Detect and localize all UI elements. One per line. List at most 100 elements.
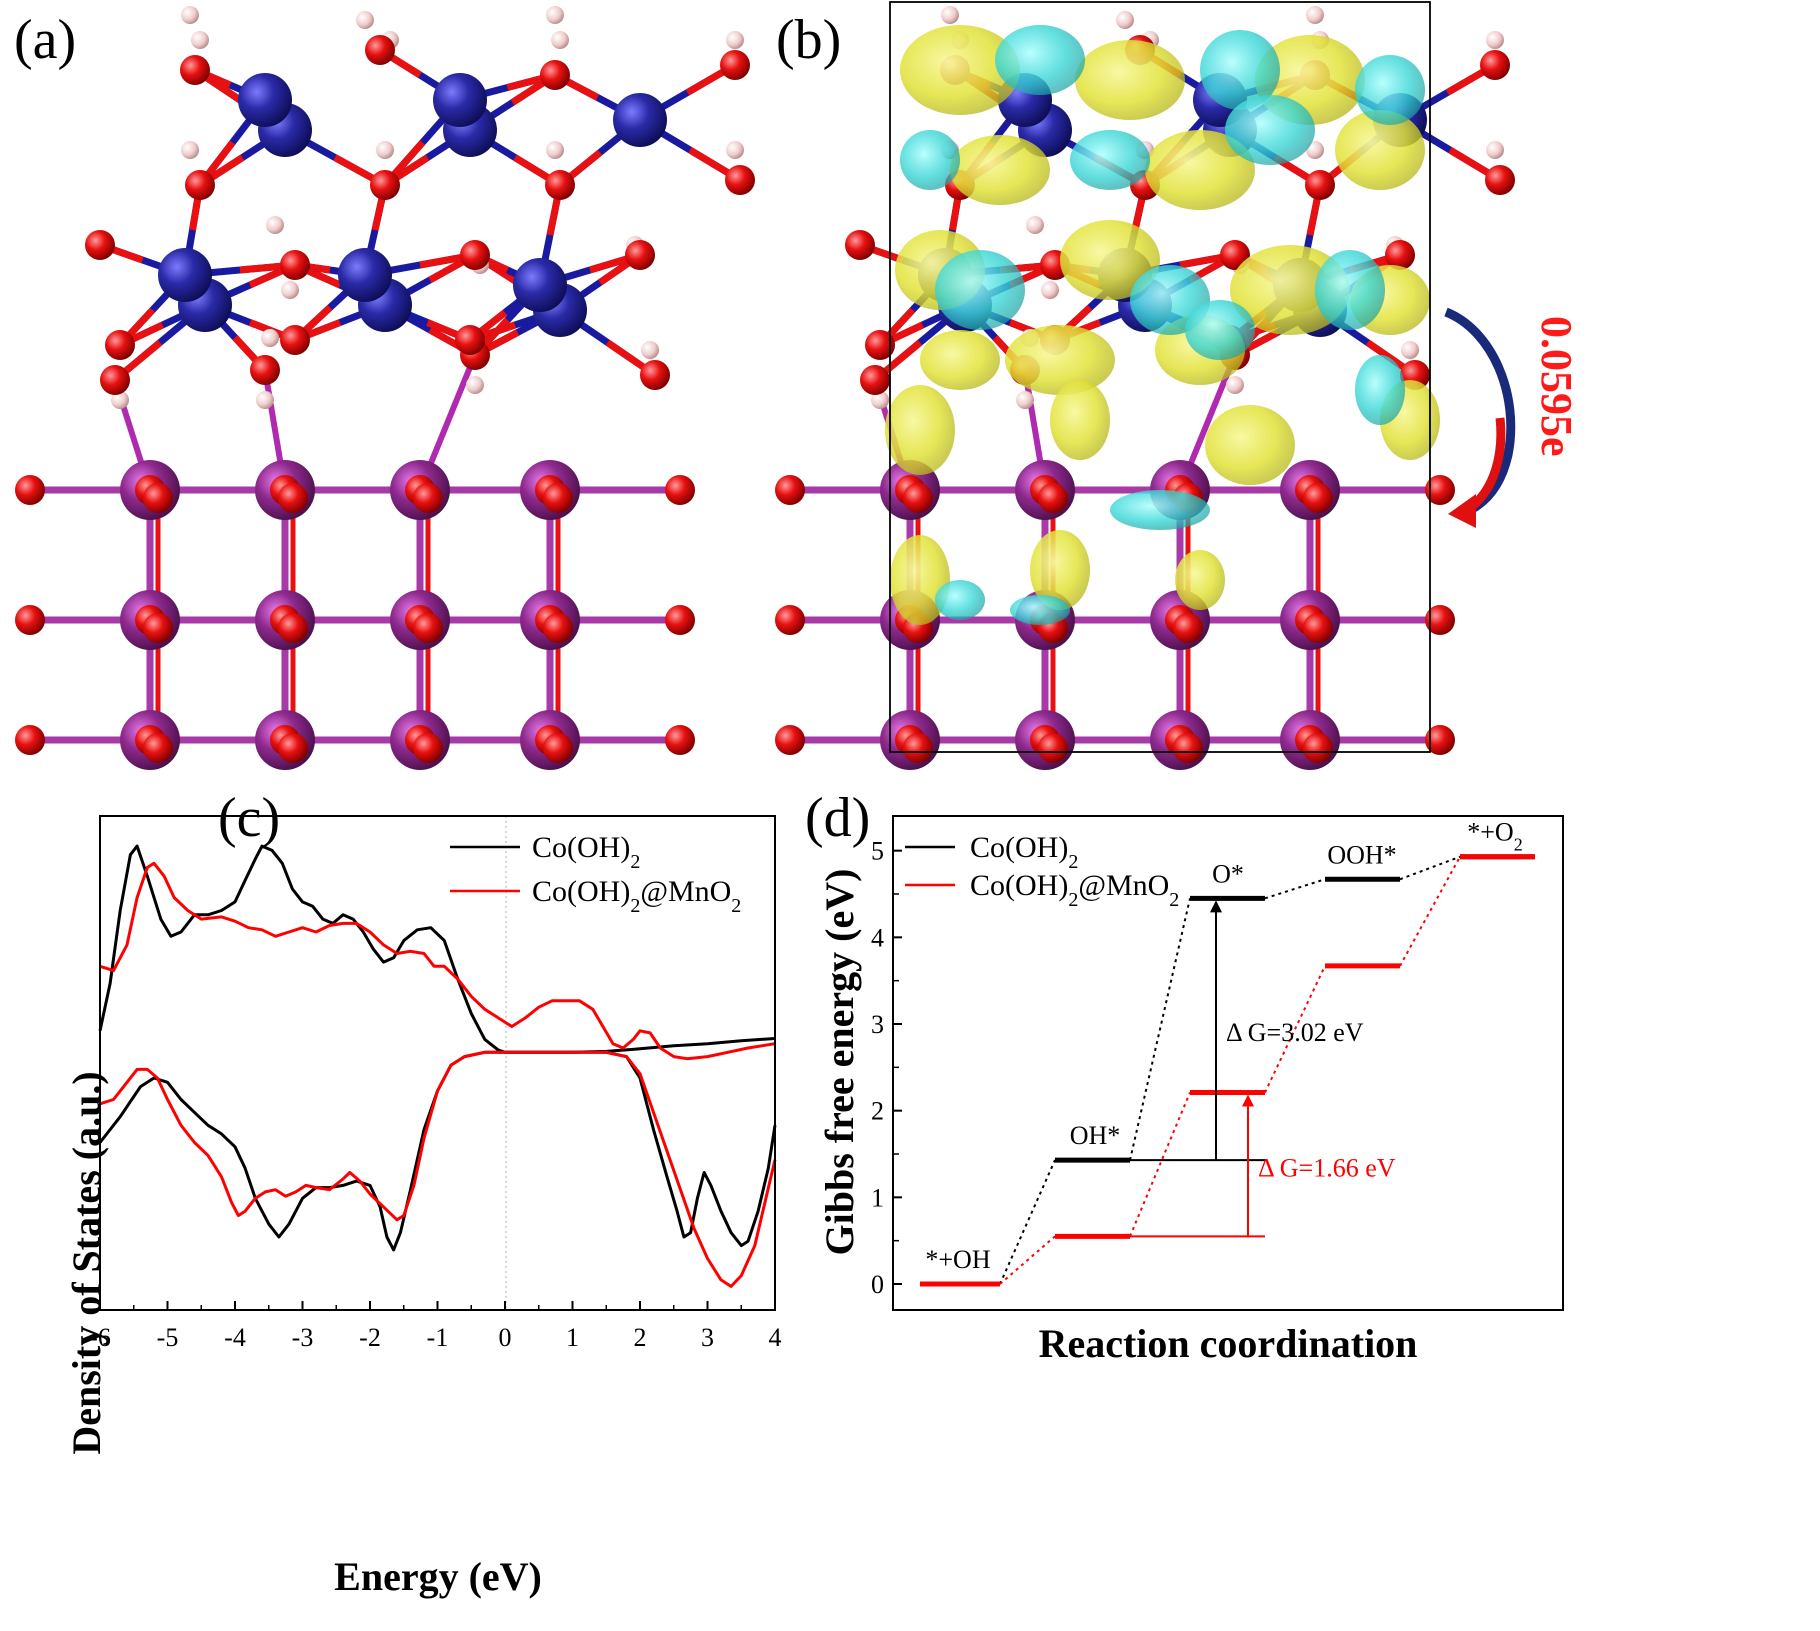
co-atom (238, 73, 292, 127)
o-atom (665, 725, 695, 755)
panel-d-free-energy-chart: *+OH OH* O* OOH* *+O2 Δ G=3.02 eV Δ G=1.66 eV… (817, 815, 1564, 1366)
iso-cyan (1225, 95, 1315, 165)
o-atom (1485, 165, 1515, 195)
d-y-ticks: 0 1 2 3 4 5 (871, 837, 902, 1299)
o-atom (15, 475, 45, 505)
h-atom (181, 141, 199, 159)
co-atom (513, 258, 567, 312)
h-atom (1486, 141, 1504, 159)
co-atom (338, 248, 392, 302)
iso-yellow (1050, 380, 1110, 460)
d-x-axis-title: Reaction coordination (1039, 1321, 1418, 1366)
a-atoms (15, 6, 755, 770)
c-x-tick-label: 1 (566, 1323, 579, 1352)
d-legend-label-mno2: Co(OH)2@MnO2 (970, 869, 1179, 911)
iso-yellow (920, 330, 1000, 390)
energy-connector-mno2-0 (999, 1235, 1056, 1285)
c-legend-label-co: Co(OH)2 (532, 831, 640, 873)
iso-yellow (1075, 40, 1185, 120)
c-x-tick-label: -3 (292, 1323, 314, 1352)
o-atom (1303, 733, 1333, 763)
panel-b-charge-density: 0.0595e (775, 1, 1581, 770)
o-atom (278, 733, 308, 763)
o-atom (460, 240, 490, 270)
h-atom (1116, 11, 1134, 29)
h-atom (466, 376, 484, 394)
h-atom (356, 11, 374, 29)
d-y-axis-title: Gibbs free energy (eV) (817, 869, 862, 1256)
o-atom (1303, 613, 1333, 643)
o-atom (105, 330, 135, 360)
d-plot-frame (892, 815, 1564, 1311)
o-atom (143, 613, 173, 643)
o-atom (725, 165, 755, 195)
h-atom (1226, 376, 1244, 394)
h-atom (726, 141, 744, 159)
energy-connector-mno2-2 (1264, 965, 1326, 1093)
iso-cyan (1010, 595, 1070, 625)
charge-arrow-lower (1467, 417, 1506, 512)
o-atom (903, 733, 933, 763)
iso-yellow (1205, 405, 1295, 485)
h-atom (1306, 141, 1324, 159)
h-atom (1016, 391, 1034, 409)
o-atom (370, 170, 400, 200)
o-atom (1173, 613, 1203, 643)
iso-yellow (1005, 325, 1115, 395)
iso-yellow (1145, 130, 1255, 210)
iso-cyan (935, 580, 985, 620)
o-atom (540, 60, 570, 90)
iso-yellow (1030, 530, 1090, 610)
h-atom (111, 391, 129, 409)
c-series-lines (98, 844, 777, 1288)
o-atom (185, 170, 215, 200)
o-atom (1220, 240, 1250, 270)
iso-cyan (995, 25, 1085, 95)
o-atom (1173, 733, 1203, 763)
iso-cyan (1185, 300, 1255, 360)
o-atom (1425, 725, 1455, 755)
iso-cyan (1355, 355, 1405, 425)
o-atom (775, 475, 805, 505)
iso-cyan (1315, 250, 1385, 330)
o-atom (640, 360, 670, 390)
o-atom (545, 170, 575, 200)
o-atom (278, 483, 308, 513)
o-atom (903, 483, 933, 513)
panel-b-letter: (b) (776, 9, 841, 71)
energy-connector-co-2 (1264, 878, 1326, 900)
o-atom (250, 355, 280, 385)
iso-yellow (950, 135, 1050, 205)
o-atom (455, 325, 485, 355)
step-label-2: O* (1212, 859, 1244, 888)
c-x-tick-label: -6 (89, 1323, 111, 1352)
c-x-tick-label: -5 (157, 1323, 179, 1352)
h-atom (261, 329, 279, 347)
energy-connector-mno2-3 (1399, 856, 1461, 967)
step-label-3: OOH* (1327, 840, 1396, 869)
o-atom (1303, 483, 1333, 513)
energy-connector-mno2-1 (1129, 1092, 1191, 1237)
c-x-tick-label: 2 (634, 1323, 647, 1352)
h-atom (1486, 31, 1504, 49)
d-y-tick-label: 1 (871, 1183, 884, 1212)
d-annotations: Δ G=3.02 eV Δ G=1.66 eV (1130, 900, 1396, 1238)
iso-cyan (900, 130, 960, 190)
dg-label-0: Δ G=3.02 eV (1226, 1018, 1364, 1047)
dg-label-1: Δ G=1.66 eV (1258, 1153, 1396, 1182)
o-atom (845, 230, 875, 260)
h-atom (376, 141, 394, 159)
o-atom (365, 35, 395, 65)
h-atom (726, 31, 744, 49)
panel-d-letter: (d) (805, 787, 870, 849)
o-atom (1038, 483, 1068, 513)
o-atom (775, 725, 805, 755)
o-atom (1305, 170, 1335, 200)
energy-connector-co-1 (1129, 898, 1191, 1161)
c-x-axis-title: Energy (eV) (334, 1554, 542, 1599)
o-atom (625, 240, 655, 270)
charge-arrow-head (1448, 494, 1476, 528)
iso-cyan (935, 250, 1025, 330)
co-atom (613, 93, 667, 147)
dos-line-mno2-spin-down (99, 1050, 777, 1288)
